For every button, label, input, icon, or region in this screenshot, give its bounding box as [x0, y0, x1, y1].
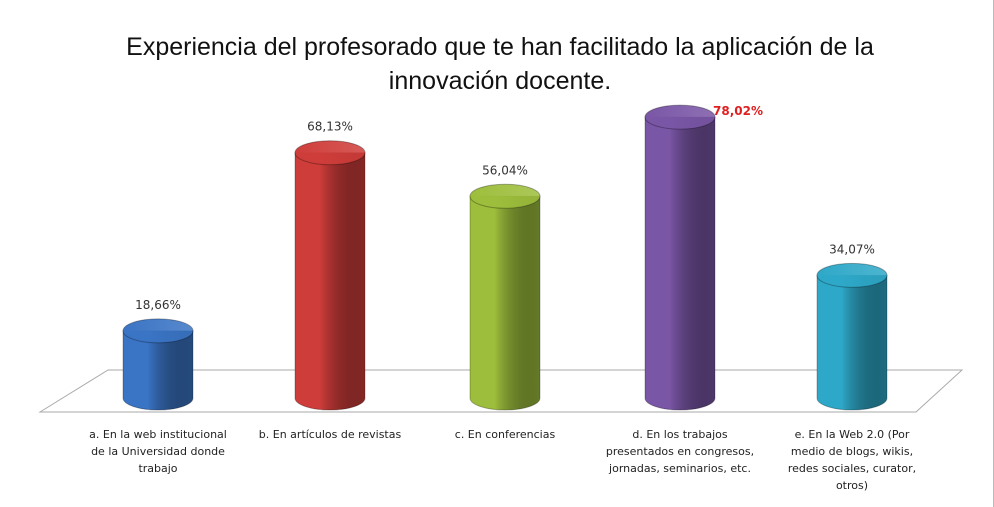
- value-label: 56,04%: [482, 163, 528, 177]
- category-label: a. En la web institucional de la Univers…: [89, 428, 227, 475]
- cylinder: [816, 274, 888, 411]
- cylinder-top: [122, 318, 194, 344]
- cylinder-top: [816, 262, 888, 288]
- cylinder: [644, 116, 716, 411]
- category-label: c. En conferencias: [454, 428, 556, 441]
- value-label: 78,02%: [713, 104, 763, 118]
- cylinder-top: [294, 140, 366, 166]
- category-label: d. En los trabajos presentados en congre…: [605, 428, 755, 475]
- cylinder-top: [469, 183, 541, 209]
- value-label: 18,66%: [135, 298, 181, 312]
- value-label: 34,07%: [829, 242, 875, 256]
- chart-title: Experiencia del profesorado que te han f…: [126, 33, 874, 95]
- cylinder: [294, 152, 366, 411]
- cylinder: [469, 195, 541, 411]
- cylinder: [122, 330, 194, 411]
- category-label: e. En la Web 2.0 (Por medio de blogs, wi…: [787, 428, 917, 492]
- cylinder-top: [644, 104, 716, 130]
- value-label: 68,13%: [307, 120, 353, 134]
- category-label: b. En artículos de revistas: [258, 428, 402, 441]
